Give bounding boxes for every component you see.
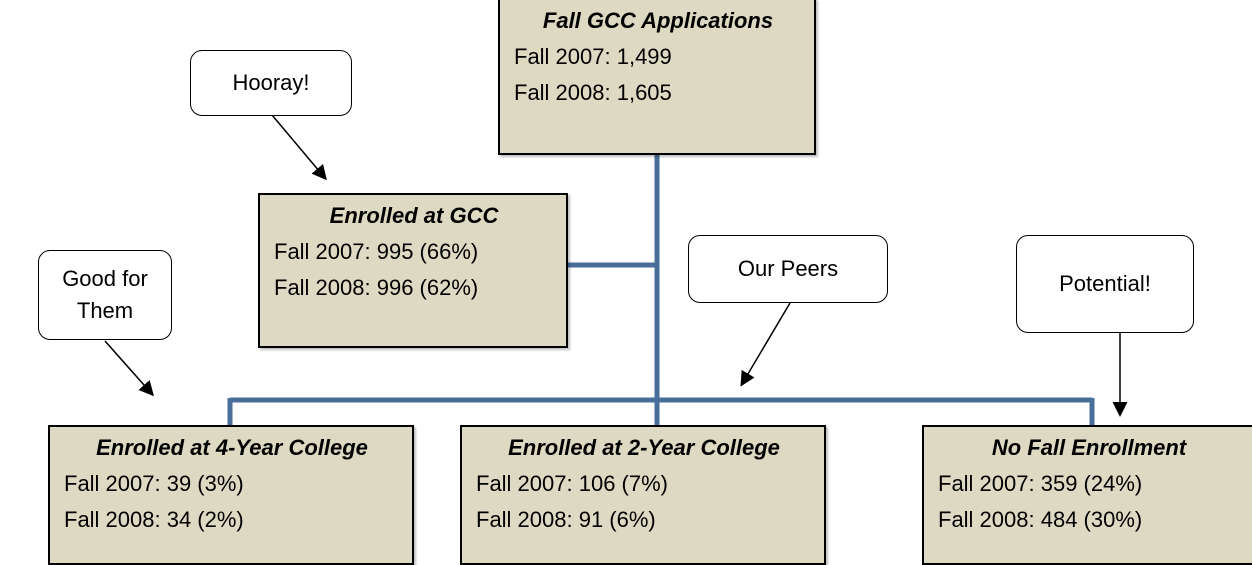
callout: Our Peers [688,235,888,303]
node-title: Enrolled at 4-Year College [96,435,368,460]
node-line: Fall 2007: 1,499 [514,44,672,69]
node-line: Fall 2008: 91 (6%) [476,507,656,532]
node-box: Fall GCC Applications Fall 2007: 1,499 Fal… [498,0,816,155]
node-line: Fall 2008: 996 (62%) [274,275,479,300]
node-box: Enrolled at 2-Year College Fall 2007: 106… [460,425,826,565]
node-title: Enrolled at 2-Year College [508,435,780,460]
node-line: Fall 2007: 995 (66%) [274,239,479,264]
node-box: Enrolled at 4-Year College Fall 2007: 39 … [48,425,414,565]
node-line: Fall 2007: 106 (7%) [476,471,668,496]
arrows [104,114,1128,417]
callout-text: Good for [62,266,148,291]
callout-text: Them [76,298,134,323]
node-box: No Fall Enrollment Fall 2007: 359 (24%) Fa… [922,425,1252,565]
node-title: No Fall Enrollment [991,435,1187,460]
node-line: Fall 2007: 39 (3%) [64,471,244,496]
node-title: Fall GCC Applications [542,8,774,33]
callout-text: Hooray! [232,70,310,95]
node-box: Enrolled at GCC Fall 2007: 995 (66%) Fall … [258,193,568,348]
node-line: Fall 2008: 34 (2%) [64,507,244,532]
node-title: Enrolled at GCC [329,203,499,228]
callout-text: Potential! [1059,271,1151,296]
tree-lines [227,150,1095,427]
callout: Hooray! [190,50,352,116]
callout: Good for Them [38,250,172,340]
node-line: Fall 2008: 1,605 [514,80,672,105]
callout-text: Our Peers [737,256,839,281]
node-line: Fall 2007: 359 (24%) [938,471,1143,496]
callout: Potential! [1016,235,1194,333]
node-line: Fall 2008: 484 (30%) [938,507,1143,532]
